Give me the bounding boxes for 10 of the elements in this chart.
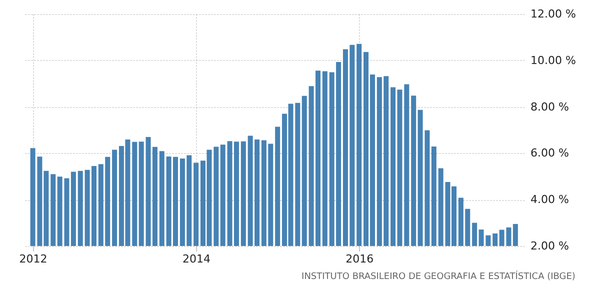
x-tick-label: 2016 — [346, 252, 374, 266]
x-tick-label: 2014 — [182, 252, 211, 266]
x-tick-label: 2012 — [19, 252, 48, 266]
y-tick-label: 2.00 % — [530, 240, 569, 252]
y-tick-label: 6.00 % — [530, 146, 569, 160]
y-tick-label: 4.00 % — [530, 193, 569, 206]
y-tick-label: 10.00 % — [530, 54, 576, 67]
text: INSTITUTO BRASILEIRO DE GEOGRAFIA E ESTATÍSTICA (IBGE) — [302, 270, 576, 282]
y-tick-label: 8.00 % — [530, 100, 569, 114]
y-tick-label: 12.00 % — [530, 8, 576, 20]
